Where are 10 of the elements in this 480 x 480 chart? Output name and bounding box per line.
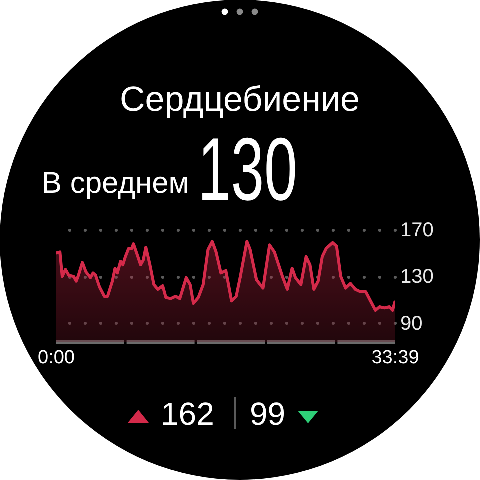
x-tick-label: 0:00 <box>38 348 75 368</box>
text: 162 <box>161 396 214 432</box>
text: В среднем <box>42 167 190 200</box>
text: 130 <box>198 119 298 219</box>
x-tick-label: 33:39 <box>372 348 420 368</box>
chart-title: Сердцебиение <box>119 80 361 119</box>
y-tick-label: 90 <box>400 312 423 335</box>
y-tick-label: 170 <box>400 220 434 242</box>
y-tick-label: 130 <box>400 266 434 288</box>
text: 99 <box>250 396 286 432</box>
